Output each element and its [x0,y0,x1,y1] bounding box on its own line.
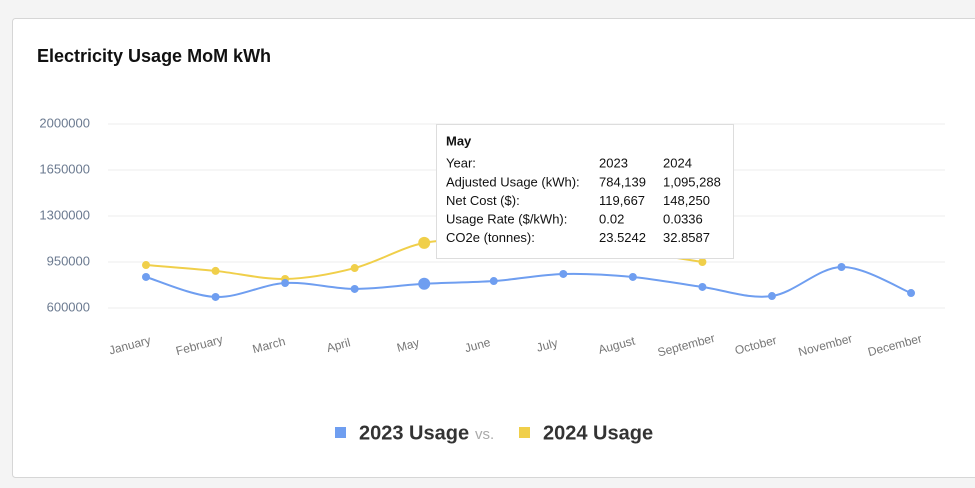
tooltip-cell: Net Cost ($): [446,193,520,208]
tooltip-cell: 119,667 [599,193,645,208]
tooltip-header: 2023 [599,155,628,170]
data-point [489,277,498,286]
legend-swatch [519,427,530,438]
data-point [767,292,776,301]
data-point [142,272,150,281]
tooltip-header: Year: [446,155,476,170]
data-point [628,272,637,281]
y-tick-label: 950000 [47,253,90,268]
tooltip-cell: 148,250 [663,193,710,208]
x-tick-label: July [535,336,559,355]
tooltip-box [436,124,734,259]
tooltip-cell: Usage Rate ($/kWh): [446,211,567,226]
tooltip-title: May [446,133,472,148]
data-point [907,289,916,298]
chart-title: Electricity Usage MoM kWh [37,46,271,66]
tooltip: May Year: 2023 2024 Adjusted Usage (kWh): 78… [436,124,734,259]
legend-label: 2024 Usage [543,422,653,444]
data-point [281,279,290,288]
data-point [350,284,359,293]
tooltip-cell: 784,139 [599,174,646,189]
series-line [145,265,912,298]
y-tick-label: 600000 [47,299,90,314]
legend-separator: vs. [475,426,494,443]
tooltip-cell: 0.02 [599,211,624,226]
data-point [698,282,707,291]
tooltip-cell: 0.0336 [663,211,703,226]
data-point [142,261,150,270]
y-tick-label: 1650000 [39,161,90,176]
data-point [698,258,707,266]
tooltip-cell: CO2e (tonnes): [446,230,535,245]
y-tick-label: 1300000 [39,207,90,222]
tooltip-cell: Adjusted Usage (kWh): [446,174,580,189]
y-tick-label: 2000000 [39,115,90,130]
data-point [211,292,220,301]
tooltip-cell: 23.5242 [599,230,646,245]
data-point [418,277,431,290]
legend-swatch [335,427,346,438]
data-point [211,266,220,275]
legend[interactable]: 2023 Usage vs. 2024 Usage [335,422,653,444]
tooltip-cell: 32.8587 [663,230,710,245]
tooltip-header: 2024 [663,155,692,170]
legend-label: 2023 Usage [359,422,469,444]
x-tick-label: June [463,335,492,355]
data-point [350,264,359,273]
tooltip-cell: 1,095,288 [663,174,721,189]
data-point [837,262,846,271]
data-point [418,236,431,249]
x-tick-label: May [395,336,421,355]
x-tick-label: April [325,335,352,355]
data-point [559,269,568,278]
